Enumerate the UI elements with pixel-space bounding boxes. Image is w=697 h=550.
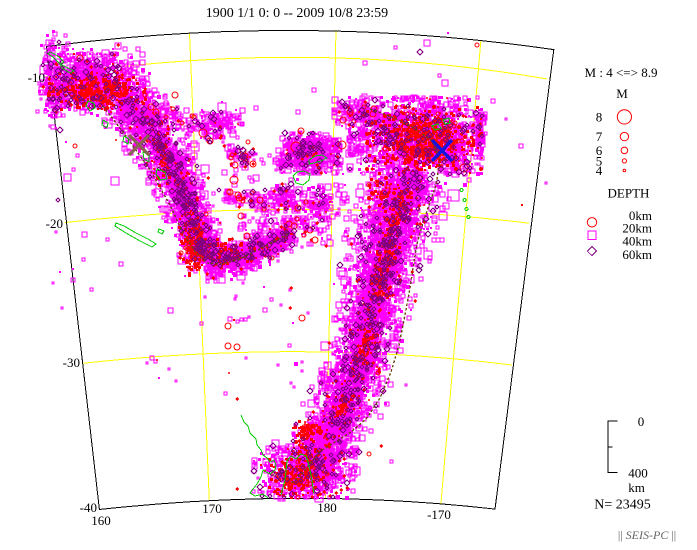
svg-text:|| SEIS-PC ||: || SEIS-PC || [618,528,676,542]
svg-text:-30: -30 [63,355,80,370]
svg-text:M: M [616,86,628,101]
svg-text:-170: -170 [427,507,451,522]
svg-text:8: 8 [596,110,603,125]
svg-text:60km: 60km [622,247,652,262]
svg-text:M : 4 <=> 8.9: M : 4 <=> 8.9 [585,65,658,80]
svg-text:40km: 40km [622,234,652,249]
svg-text:N= 23495: N= 23495 [594,498,651,513]
svg-text:160: 160 [91,513,111,528]
svg-text:170: 170 [202,501,222,516]
svg-text:5: 5 [596,153,603,168]
svg-text:0: 0 [638,414,645,429]
svg-text:0km: 0km [629,208,652,223]
svg-text:-10: -10 [28,70,45,85]
svg-text:DEPTH: DEPTH [608,186,650,201]
svg-text:6: 6 [596,143,603,158]
svg-text:180: 180 [317,500,337,515]
svg-text:4: 4 [596,163,603,178]
svg-text:-20: -20 [46,216,63,231]
svg-text:7: 7 [596,129,603,144]
svg-text:400: 400 [628,466,648,481]
svg-text:1900 1/1 0: 0 -- 2009 10/8 23:: 1900 1/1 0: 0 -- 2009 10/8 23:59 [206,6,388,21]
svg-text:km: km [628,480,645,495]
svg-text:-40: -40 [80,500,97,515]
svg-text:20km: 20km [622,221,652,236]
